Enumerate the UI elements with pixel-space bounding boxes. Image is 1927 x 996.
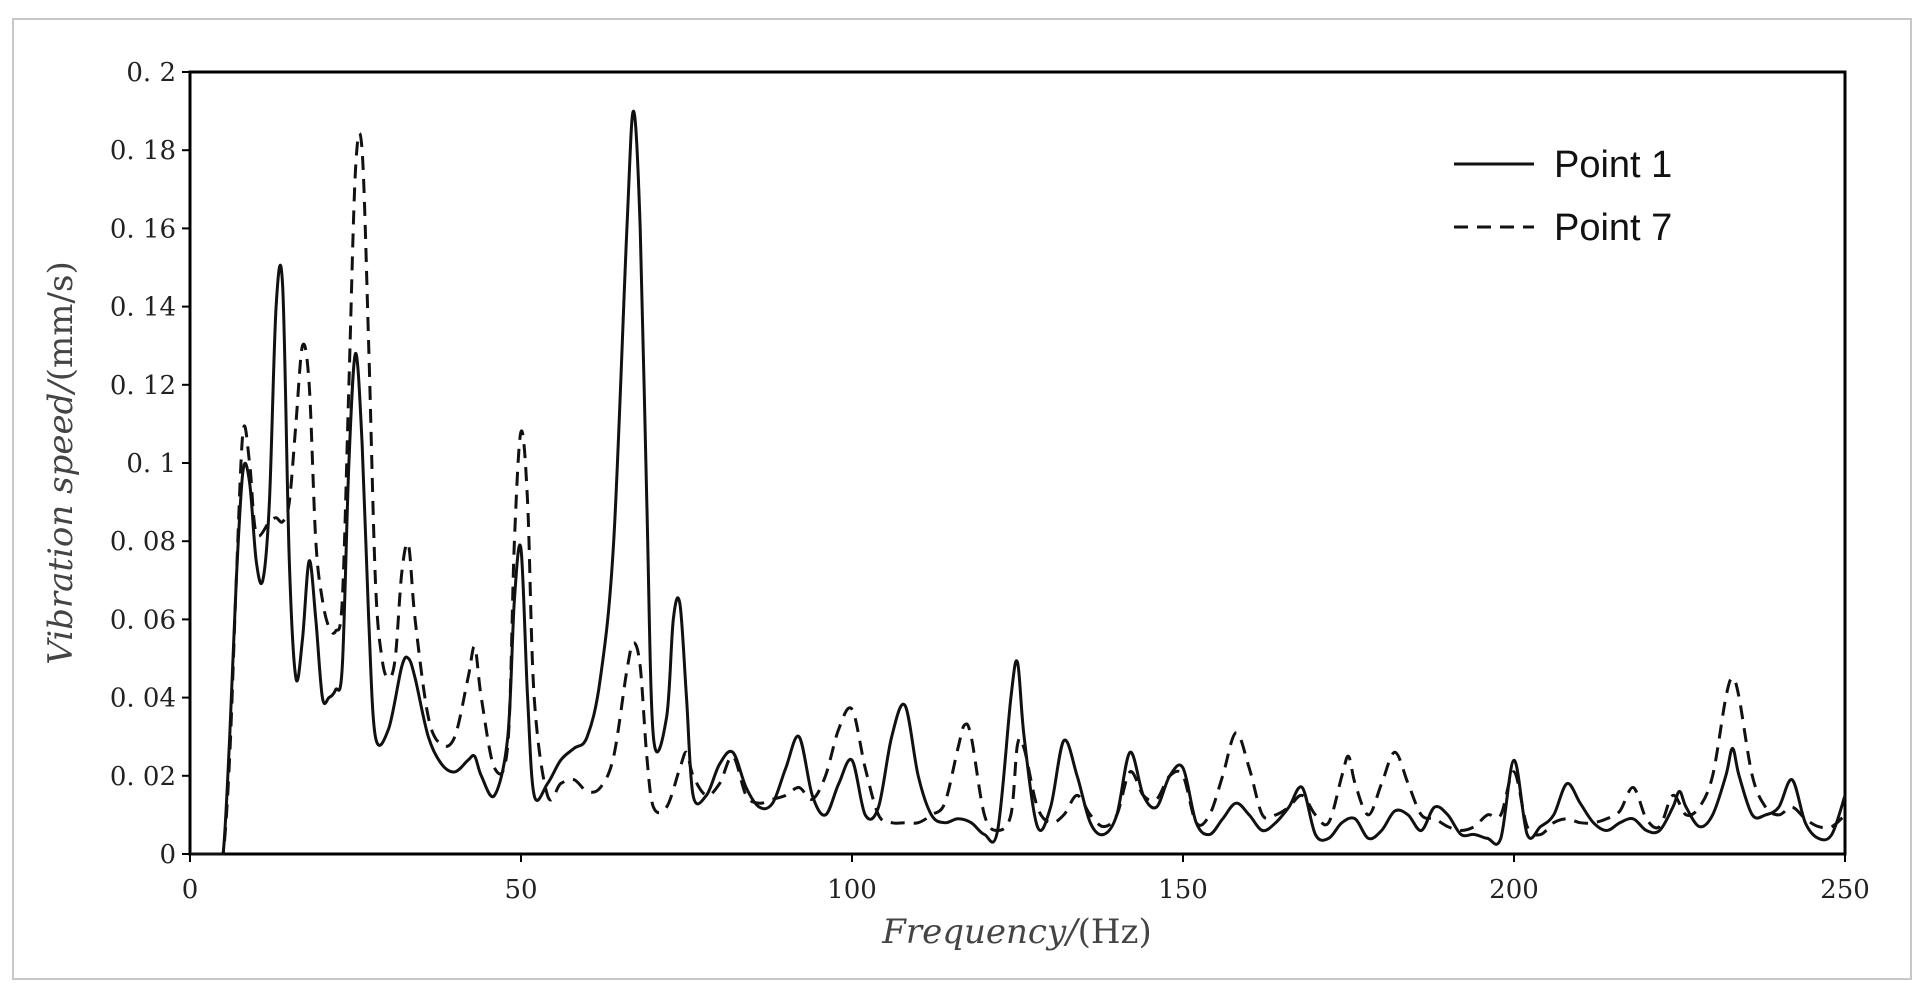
y-tick-label: 0. 06 [110,605,176,635]
series-line-point-1 [189,109,1847,856]
series-line-point-7 [189,131,1847,856]
legend-label-point-7: Point 7 [1554,207,1672,249]
y-tick-label: 0 [159,840,176,870]
y-tick-label: 0. 04 [110,684,176,714]
x-tick-label: 200 [1489,875,1539,905]
x-tick-label: 0 [182,875,199,905]
series-layer [189,109,1847,856]
x-tick-label: 150 [1158,875,1208,905]
y-axis-ticks: 0 0. 02 0. 04 0. 06 0. 08 0. 1 0. 12 0. 14 0. 16… [110,58,190,870]
y-tick-label: 0. 08 [110,527,176,557]
y-tick-label: 0. 14 [110,293,176,323]
y-tick-label: 0. 12 [110,371,176,401]
x-tick-label: 250 [1820,875,1870,905]
plot-area [188,70,1847,856]
x-axis-ticks: 0 50 100 150 200 250 [182,854,1870,905]
y-tick-label: 0. 1 [126,449,176,479]
chart-frame: 0 0. 02 0. 04 0. 06 0. 08 0. 1 0. 12 0. 14 0. 16… [12,18,1912,980]
legend: Point 1 Point 7 [1454,144,1672,249]
y-axis-title: Vibration speed/(mm/s) [41,261,81,664]
vibration-speed-chart: 0 0. 02 0. 04 0. 06 0. 08 0. 1 0. 12 0. 14 0. 16… [41,58,1870,952]
x-axis-title: Frequency/(Hz) [881,912,1151,952]
y-axis-unit: (mm/s) [41,261,81,381]
x-axis-title-text: Frequency/ [881,912,1081,952]
x-tick-label: 50 [504,875,537,905]
x-tick-label: 100 [827,875,877,905]
y-tick-label: 0. 16 [110,214,176,244]
y-tick-label: 0. 2 [126,58,176,88]
y-tick-label: 0. 02 [110,762,176,792]
y-axis-title-text: Vibration speed/ [41,378,81,665]
y-tick-label: 0. 18 [110,136,176,166]
legend-label-point-1: Point 1 [1554,144,1672,186]
x-axis-unit: (Hz) [1078,912,1152,952]
